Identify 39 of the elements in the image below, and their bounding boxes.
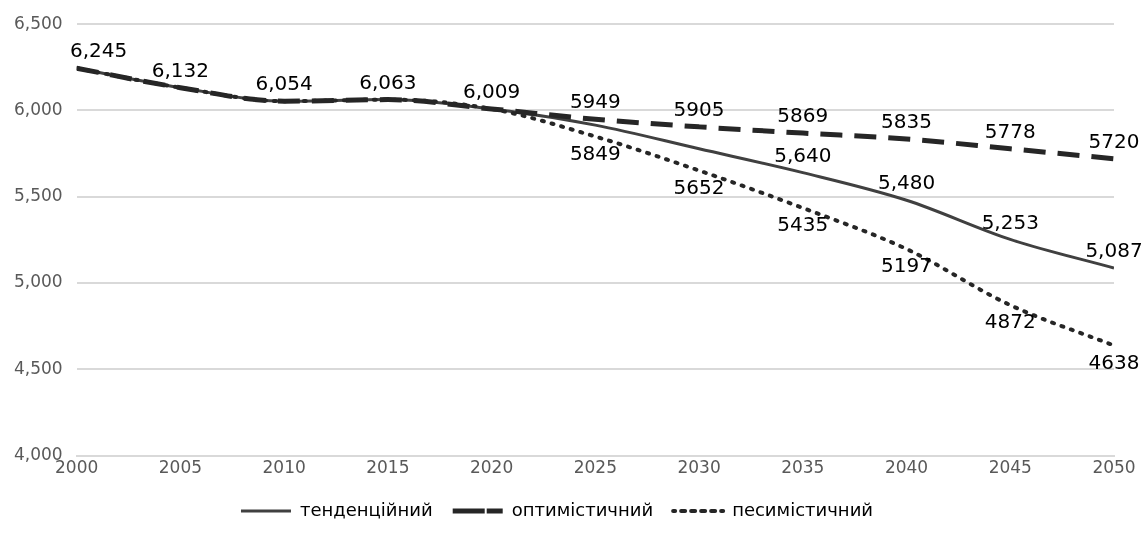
x-tick-label: 2025 — [573, 457, 617, 478]
legend-label: песимістичний — [732, 498, 874, 520]
data-label: 5849 — [569, 140, 621, 165]
x-tick-label: 2010 — [262, 457, 306, 478]
data-label: 6,054 — [255, 71, 313, 96]
y-tick-label: 5,000 — [14, 271, 63, 292]
y-tick-label: 5,500 — [14, 185, 63, 206]
x-tick-label: 2040 — [884, 457, 929, 478]
data-label: 5905 — [673, 97, 725, 122]
x-tick-label: 2015 — [366, 457, 410, 478]
data-label: 5720 — [1088, 129, 1140, 153]
x-tick-label: 2050 — [1092, 457, 1136, 478]
legend-label: оптимістичний — [511, 498, 654, 520]
data-label: 5652 — [673, 174, 725, 199]
data-label: 5,640 — [774, 142, 832, 167]
data-label: 4872 — [984, 309, 1036, 334]
data-label: 5949 — [569, 89, 621, 114]
legend-label: тенденційний — [299, 498, 433, 520]
data-label: 6,245 — [70, 38, 128, 63]
x-tick-label: 2005 — [158, 457, 203, 478]
data-label: 5435 — [777, 212, 829, 237]
data-label: 5,480 — [877, 170, 936, 195]
y-tick-label: 6,000 — [14, 98, 63, 119]
data-label: 6,009 — [462, 79, 521, 104]
data-label: 5778 — [984, 118, 1036, 143]
data-label: 5197 — [881, 253, 932, 278]
y-tick-label: 6,500 — [14, 12, 63, 33]
y-tick-label: 4,500 — [14, 357, 63, 378]
data-label: 6,063 — [359, 69, 417, 94]
data-label: 5835 — [881, 109, 932, 134]
x-tick-label: 2045 — [988, 457, 1032, 478]
x-tick-label: 2030 — [677, 457, 721, 478]
data-label: 5,087 — [1085, 238, 1143, 263]
data-label: 4638 — [1088, 349, 1140, 374]
x-tick-label: 2020 — [469, 457, 514, 478]
data-label: 5,253 — [981, 209, 1039, 234]
data-label: 6,132 — [151, 57, 210, 82]
x-tick-label: 2035 — [781, 457, 825, 478]
data-label: 5869 — [777, 103, 829, 128]
